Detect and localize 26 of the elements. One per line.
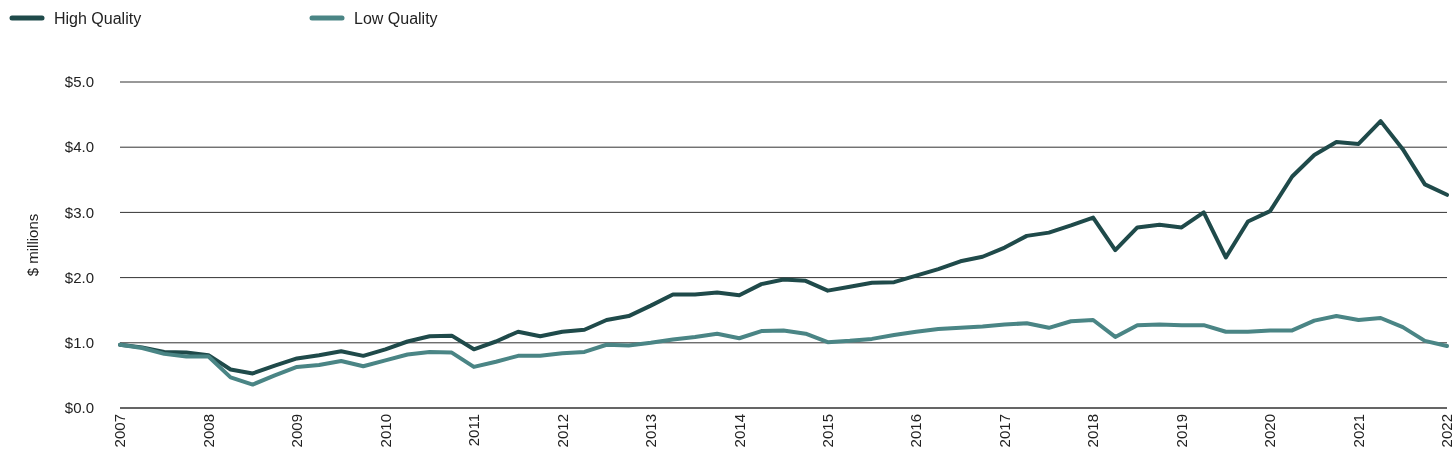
x-tick-label: 2010 <box>376 414 394 448</box>
y-axis-title: $ millions <box>24 213 41 277</box>
line-series <box>118 314 1449 387</box>
x-tick-label: 2020 <box>1261 414 1279 448</box>
x-tick-label: 2007 <box>111 414 129 448</box>
x-tick-label: 2021 <box>1349 414 1367 448</box>
x-tick-label: 2018 <box>1084 414 1102 448</box>
y-tick-label: $0.0 <box>64 399 94 417</box>
legend-label: Low Quality <box>354 9 438 27</box>
y-tick-label: $5.0 <box>64 73 94 91</box>
y-tick-label: $4.0 <box>64 138 94 156</box>
legend-label: High Quality <box>54 9 142 27</box>
y-tick-label: $2.0 <box>64 268 94 286</box>
x-tick-label: 2008 <box>199 414 217 448</box>
x-tick-label: 2009 <box>288 414 306 448</box>
x-tick-label: 2016 <box>907 414 925 448</box>
x-tick-label: 2013 <box>642 414 660 448</box>
x-tick-label: 2017 <box>995 414 1013 448</box>
y-tick-label: $1.0 <box>64 334 94 352</box>
x-tick-label: 2011 <box>465 414 483 447</box>
x-tick-label: 2012 <box>553 414 571 448</box>
x-tick-label: 2022 <box>1438 414 1455 448</box>
x-tick-label: 2019 <box>1172 414 1190 448</box>
x-tick-label: 2014 <box>730 414 748 448</box>
x-tick-label: 2015 <box>818 414 836 448</box>
y-tick-label: $3.0 <box>64 203 94 221</box>
